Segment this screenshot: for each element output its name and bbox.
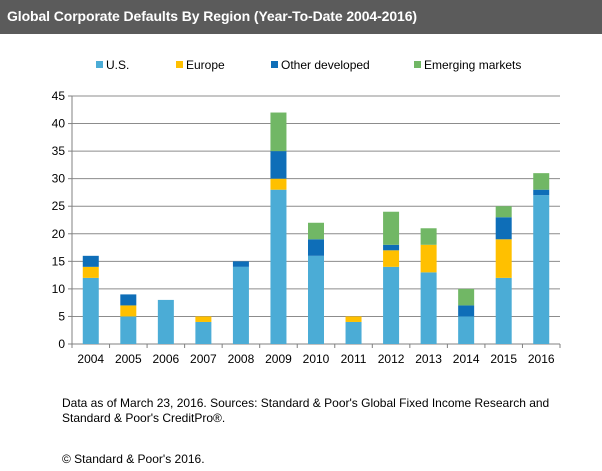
bar-europe-2004 xyxy=(82,266,99,278)
bar-u-s-2005 xyxy=(120,316,137,344)
bar-emerging-markets-2013 xyxy=(420,228,437,245)
bar-other-developed-2008 xyxy=(232,261,249,267)
bar-emerging-markets-2010 xyxy=(308,222,324,240)
bar-other-developed-2012 xyxy=(383,244,400,251)
bar-u-s-2008 xyxy=(232,266,249,344)
y-tick-label: 35 xyxy=(52,144,66,158)
bar-u-s-2014 xyxy=(458,316,475,344)
source-note: Data as of March 23, 2016. Sources: Stan… xyxy=(62,396,550,425)
y-tick-label: 30 xyxy=(52,172,66,186)
bar-emerging-markets-2012 xyxy=(383,211,400,245)
bar-u-s-2004 xyxy=(82,277,99,344)
bar-other-developed-2016 xyxy=(533,189,550,196)
x-tick-label: 2011 xyxy=(341,352,367,366)
x-tick-label: 2004 xyxy=(77,352,104,366)
bar-other-developed-2005 xyxy=(120,294,137,306)
x-tick-label: 2009 xyxy=(265,352,292,366)
bar-europe-2015 xyxy=(495,239,512,278)
y-tick-label: 45 xyxy=(52,89,66,103)
bar-other-developed-2014 xyxy=(458,305,475,317)
bar-europe-2012 xyxy=(383,250,400,267)
legend-swatch-europe xyxy=(176,61,183,68)
bar-other-developed-2004 xyxy=(82,255,99,267)
bar-u-s-2010 xyxy=(308,255,324,344)
bar-u-s-2012 xyxy=(383,266,400,344)
bar-europe-2007 xyxy=(195,316,212,322)
y-tick-label: 15 xyxy=(52,254,66,268)
legend-label: Europe xyxy=(186,58,225,72)
legend-swatch-u-s xyxy=(96,61,103,68)
legend-label: U.S. xyxy=(106,58,129,72)
bar-other-developed-2009 xyxy=(270,151,287,179)
bar-u-s-2013 xyxy=(420,272,437,344)
bar-europe-2013 xyxy=(420,244,437,273)
x-tick-label: 2010 xyxy=(303,352,330,366)
bar-u-s-2007 xyxy=(195,321,212,344)
bar-u-s-2016 xyxy=(533,195,550,344)
legend-label: Other developed xyxy=(281,58,370,72)
legend-label: Emerging markets xyxy=(424,58,521,72)
bar-u-s-2015 xyxy=(495,277,512,344)
x-tick-label: 2006 xyxy=(152,352,179,366)
bar-emerging-markets-2009 xyxy=(270,112,287,152)
chart-title: Global Corporate Defaults By Region (Yea… xyxy=(7,8,417,24)
bar-emerging-markets-2016 xyxy=(533,173,550,190)
bar-emerging-markets-2014 xyxy=(458,288,475,306)
legend-swatch-emerging-markets xyxy=(414,61,421,68)
bar-u-s-2011 xyxy=(345,321,362,344)
legend-swatch-other-developed xyxy=(271,61,278,68)
bar-u-s-2009 xyxy=(270,189,287,344)
x-tick-label: 2015 xyxy=(490,352,517,366)
x-tick-label: 2005 xyxy=(115,352,142,366)
x-tick-label: 2016 xyxy=(528,352,555,366)
x-tick-label: 2008 xyxy=(228,352,255,366)
stacked-bar-chart: 0 5 10 15 20 25 30 35 40 45 2004 2005 2006 2007 2008 20… xyxy=(52,58,561,366)
x-tick-label: 2007 xyxy=(190,352,217,366)
x-tick-label: 2012 xyxy=(378,352,405,366)
bar-other-developed-2010 xyxy=(308,239,324,256)
y-tick-label: 5 xyxy=(58,309,65,323)
y-tick-label: 0 xyxy=(58,337,65,351)
bar-europe-2011 xyxy=(345,316,362,322)
bar-emerging-markets-2015 xyxy=(495,206,512,218)
y-tick-label: 40 xyxy=(52,117,66,131)
bar-europe-2009 xyxy=(270,178,287,190)
bar-europe-2005 xyxy=(120,305,137,317)
y-tick-label: 25 xyxy=(52,199,66,213)
copyright-note: © Standard & Poor's 2016. xyxy=(62,452,205,466)
x-tick-label: 2014 xyxy=(453,352,480,366)
x-tick-label: 2013 xyxy=(415,352,442,366)
title-bar: Global Corporate Defaults By Region (Yea… xyxy=(0,0,602,34)
bar-u-s-2006 xyxy=(157,299,174,344)
bar-other-developed-2015 xyxy=(495,217,512,240)
y-tick-label: 10 xyxy=(52,282,66,296)
y-tick-label: 20 xyxy=(52,227,66,241)
